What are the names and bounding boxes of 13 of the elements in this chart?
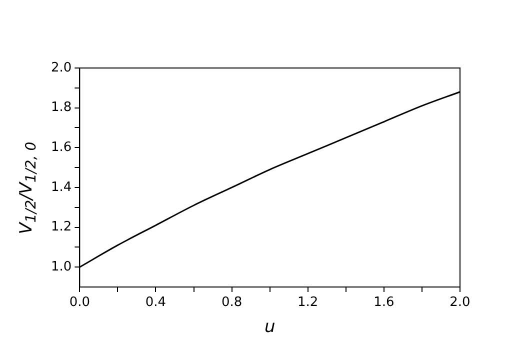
y-tick-label: 1.0	[50, 259, 72, 274]
x-tick-label: 0.0	[69, 295, 90, 310]
x-axis-title: u	[264, 317, 276, 338]
x-tick-label: 1.6	[374, 295, 394, 310]
x-tick-label: 1.2	[298, 295, 318, 310]
y-tick-label: 1.4	[50, 180, 72, 195]
x-tick-label: 0.4	[145, 295, 166, 310]
x-tick-label: 2.0	[450, 295, 470, 310]
y-tick-label: 2.0	[50, 60, 72, 76]
y-tick-label: 1.6	[50, 140, 72, 156]
y-tick-label: 1.8	[50, 100, 72, 116]
y-tick-label: 1.2	[50, 220, 72, 235]
x-tick-label: 0.8	[221, 295, 242, 310]
